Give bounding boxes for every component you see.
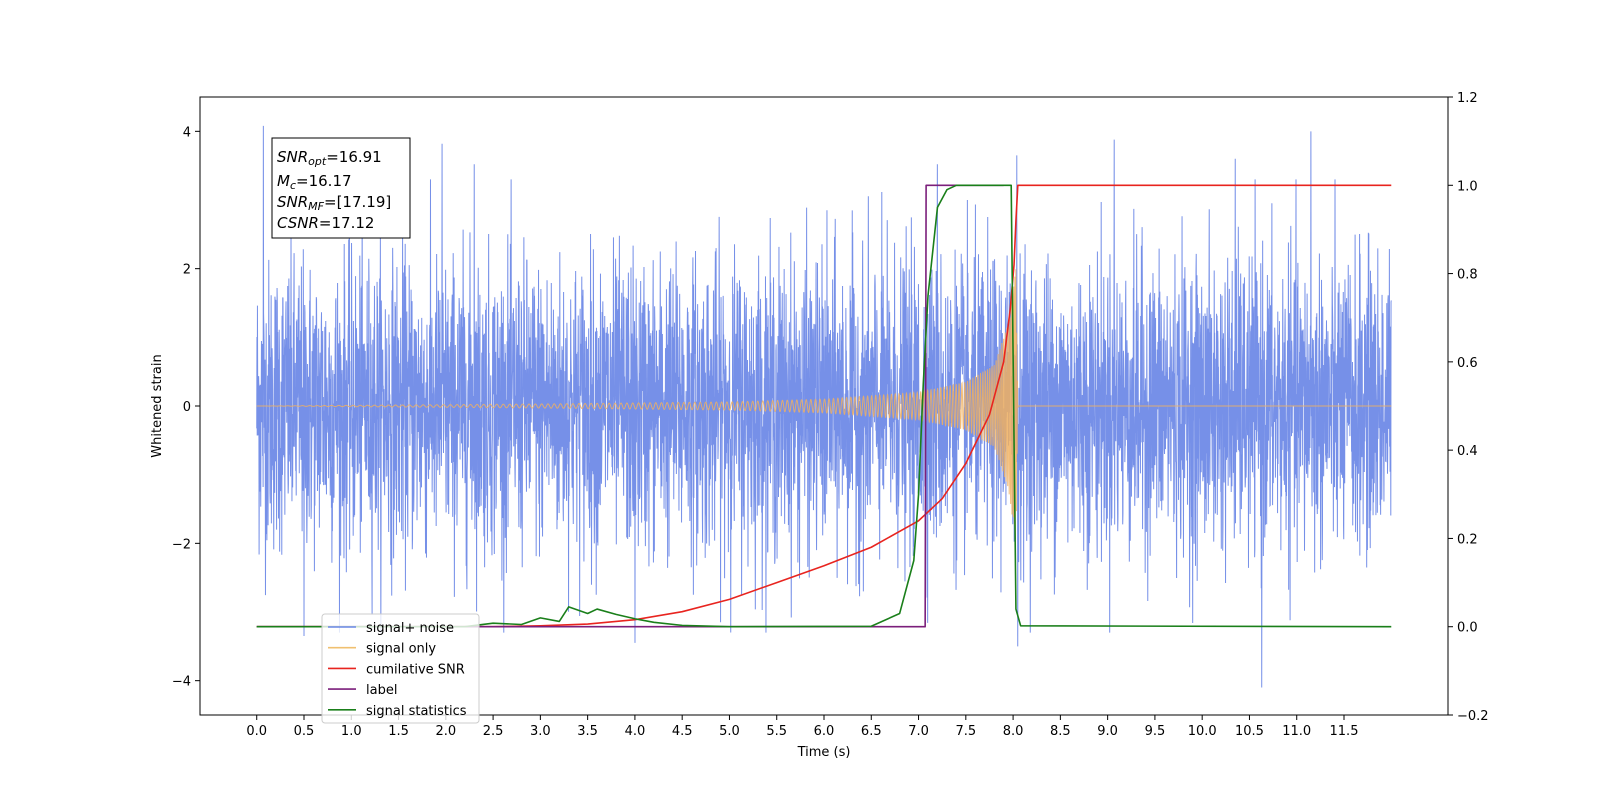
- y-right-tick-label: 1.2: [1457, 91, 1478, 106]
- x-tick-label: 6.5: [861, 724, 882, 739]
- info-snr-mf: SNRMF=[17.19]: [277, 193, 391, 213]
- series-cumulative-snr: [256, 184, 1392, 628]
- series-signal-noise: [256, 125, 1392, 688]
- x-axis: 0.0 0.5 1.0 1.5 2.0 2.5 3.0 3.5 4.0 4.5 5.0 5.5 6.0 6…: [246, 715, 1358, 739]
- x-tick-label: 1.5: [388, 724, 409, 739]
- x-tick-label: 6.0: [814, 724, 835, 739]
- legend-frame: [321, 613, 480, 724]
- x-tick-label: 1.0: [341, 724, 362, 739]
- info-box-frame: [271, 137, 411, 239]
- y-right-tick-label: 0.6: [1457, 356, 1478, 371]
- legend-label: signal statistics: [366, 704, 467, 719]
- info-snr-opt: SNRopt=16.91: [277, 148, 382, 168]
- x-tick-label: 4.5: [672, 724, 693, 739]
- x-tick-label: 2.5: [483, 724, 504, 739]
- legend-label: cumilative SNR: [366, 662, 465, 677]
- x-tick-label: 8.0: [1003, 724, 1024, 739]
- x-tick-label: 11.5: [1330, 724, 1359, 739]
- y-left-tick-label: 0: [183, 400, 191, 415]
- x-tick-label: 10.5: [1235, 724, 1264, 739]
- x-tick-label: 5.0: [719, 724, 740, 739]
- x-tick-label: 9.0: [1097, 724, 1118, 739]
- x-tick-label: 3.5: [577, 724, 598, 739]
- legend-label: label: [366, 683, 397, 698]
- series-signal-only: [256, 269, 1392, 539]
- y-axis-left-label: Whitened strain: [150, 354, 165, 457]
- y-axis-left: −4 −2 0 2 4: [172, 125, 200, 690]
- x-tick-label: 10.0: [1188, 724, 1217, 739]
- x-tick-label: 7.5: [955, 724, 976, 739]
- x-tick-label: 0.5: [294, 724, 315, 739]
- x-tick-label: 8.5: [1050, 724, 1071, 739]
- info-csnr: CSNR=17.12: [277, 214, 374, 232]
- y-right-tick-label: 1.0: [1457, 179, 1478, 194]
- x-tick-label: 2.0: [435, 724, 456, 739]
- info-box: SNRopt=16.91 Mc=16.17 SNRMF=[17.19] CSNR…: [271, 137, 411, 239]
- plot-series-layer: [256, 125, 1392, 688]
- y-left-tick-label: 4: [183, 125, 191, 140]
- y-right-tick-label: 0.4: [1457, 444, 1478, 459]
- y-left-tick-label: −4: [172, 675, 191, 690]
- legend-label: signal only: [366, 642, 436, 657]
- x-tick-label: 5.5: [766, 724, 787, 739]
- y-right-tick-label: 0.0: [1457, 621, 1478, 636]
- series-signal-statistics: [256, 184, 1392, 628]
- y-right-tick-label: 0.2: [1457, 532, 1478, 547]
- legend-label: signal+ noise: [366, 621, 454, 636]
- y-left-tick-label: −2: [172, 537, 191, 552]
- y-left-tick-label: 2: [183, 263, 191, 278]
- legend: signal+ noise signal only cumilative SNR la…: [321, 613, 480, 724]
- x-tick-label: 3.0: [530, 724, 551, 739]
- x-tick-label: 4.0: [625, 724, 646, 739]
- y-right-tick-label: −0.2: [1457, 709, 1489, 724]
- y-axis-right: −0.2 0.0 0.2 0.4 0.6 0.8 1.0 1.2: [1448, 91, 1489, 724]
- x-tick-label: 0.0: [246, 724, 267, 739]
- y-right-tick-label: 0.8: [1457, 268, 1478, 283]
- info-mc: Mc=16.17: [277, 172, 352, 192]
- x-axis-label: Time (s): [797, 745, 851, 760]
- x-tick-label: 7.0: [908, 724, 929, 739]
- x-tick-label: 9.5: [1145, 724, 1166, 739]
- x-tick-label: 11.0: [1282, 724, 1311, 739]
